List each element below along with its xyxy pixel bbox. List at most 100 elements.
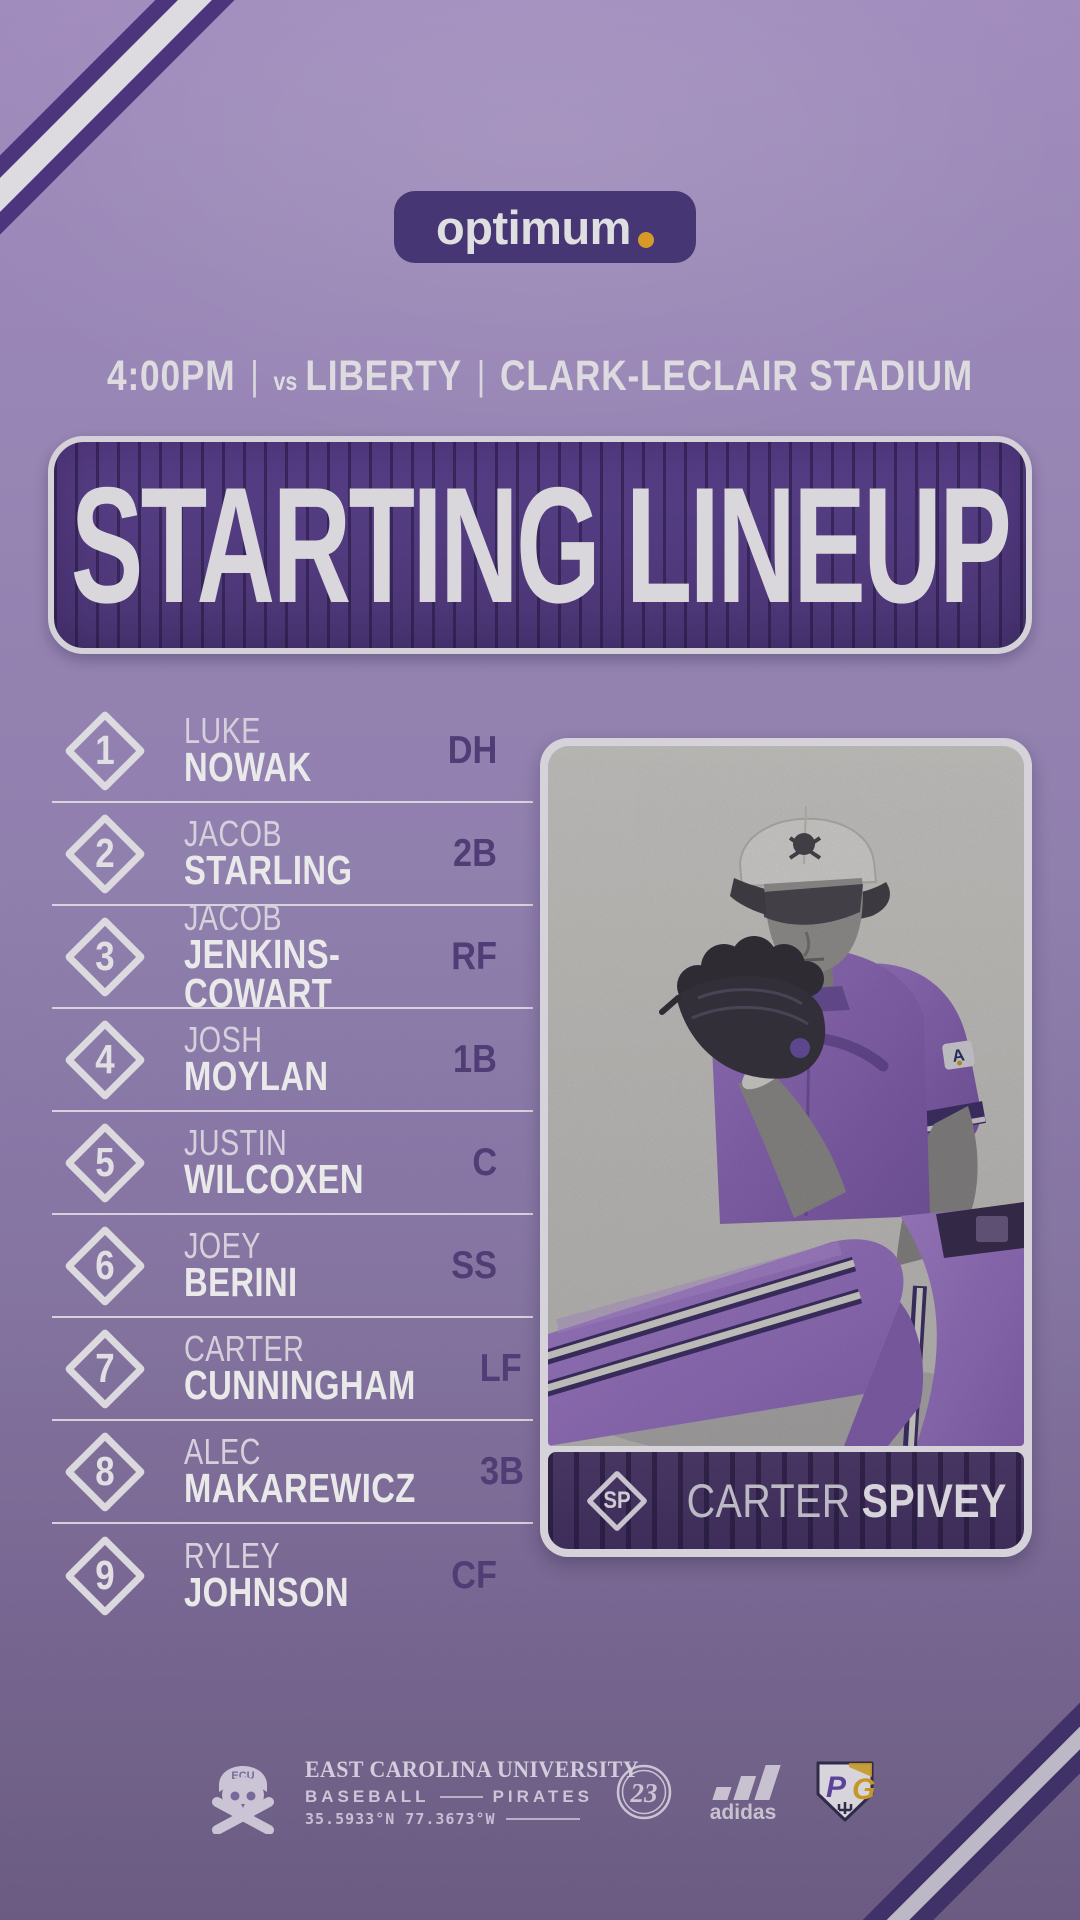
divider-line <box>505 1817 580 1820</box>
player-photo-illustration: A <box>548 746 1024 1446</box>
batting-order-number: 4 <box>95 1036 115 1082</box>
game-info: 4:00PM | vs LIBERTY | CLARK-LECLAIR STAD… <box>97 352 983 401</box>
batting-order-badge: 6 <box>63 1224 147 1307</box>
game-time: 4:00PM <box>107 352 236 400</box>
player-position: LF <box>479 1346 522 1390</box>
program-line: BASEBALL PIRATES <box>305 1787 593 1807</box>
batting-order-badge: 9 <box>63 1534 147 1617</box>
program-label: BASEBALL <box>305 1786 430 1806</box>
lineup-row: 9 RYLEY JOHNSON CF <box>52 1524 533 1627</box>
lineup-row: 7 CARTER CUNNINGHAM LF <box>52 1318 533 1421</box>
pitcher-role-label: SP <box>603 1486 631 1514</box>
vs-label: vs <box>273 366 298 396</box>
batting-order-badge: 1 <box>63 709 147 792</box>
player-name: ALEC MAKAREWICZ <box>184 1431 474 1511</box>
pitcher-last-name: SPIVEY <box>861 1474 1007 1527</box>
batting-order-badge: 4 <box>63 1018 147 1101</box>
player-position: C <box>472 1140 497 1184</box>
school-text-block: EAST CAROLINA UNIVERSITY BASEBALL PIRATE… <box>305 1756 639 1828</box>
title-banner: STARTING LINEUP <box>48 436 1032 654</box>
coordinates-line: 35.5933°N 77.3673°W <box>305 1810 593 1828</box>
lineup-row: 2 JACOB STARLING 2B <box>52 803 533 906</box>
player-name: LUKE NOWAK <box>184 710 344 788</box>
player-last-name: JENKINS-COWART <box>184 930 341 1016</box>
poster-title: STARTING LINEUP <box>70 452 1012 637</box>
batting-order-number: 3 <box>95 933 115 979</box>
player-position: RF <box>451 934 497 978</box>
player-last-name: CUNNINGHAM <box>184 1362 416 1408</box>
player-card: A <box>540 738 1032 1557</box>
pg-letter-p: P <box>826 1771 847 1804</box>
adidas-wordmark: adidas <box>710 1801 777 1823</box>
venue-name: CLARK-LECLAIR STADIUM <box>500 352 973 400</box>
player-name: JOSH MOYLAN <box>184 1019 365 1099</box>
lineup-row: 4 JOSH MOYLAN 1B <box>52 1009 533 1112</box>
divider-bar: | <box>476 354 486 398</box>
batting-order-badge: 8 <box>63 1430 147 1513</box>
player-position: 1B <box>453 1037 497 1081</box>
player-name: JACOB JENKINS-COWART <box>184 896 445 1016</box>
batting-order-number: 5 <box>95 1139 115 1185</box>
pitcher-banner: SP CARTER SPIVEY <box>548 1452 1024 1549</box>
lineup-list: 1 LUKE NOWAK DH 2 JACOB STARLING 2B 3 JACOB JENKIN… <box>52 700 533 1627</box>
player-name: JACOB STARLING <box>184 813 395 893</box>
player-name: JUSTIN WILCOXEN <box>184 1122 409 1202</box>
batting-order-number: 2 <box>95 830 115 876</box>
opponent-name: LIBERTY <box>305 352 462 400</box>
player-first-name: JOEY <box>184 1225 261 1266</box>
batting-order-badge: 2 <box>63 812 147 895</box>
player-first-name: CARTER <box>184 1328 305 1369</box>
perfect-game-logo: G P <box>816 1761 875 1822</box>
batting-order-badge: 7 <box>63 1327 147 1410</box>
player-last-name: MAKAREWICZ <box>184 1465 416 1511</box>
corner-stripes-top-left <box>0 0 340 335</box>
lineup-row: 1 LUKE NOWAK DH <box>52 700 533 803</box>
pitcher-first-name: CARTER <box>686 1474 851 1527</box>
batting-order-number: 6 <box>95 1242 115 1288</box>
batting-order-number: 7 <box>95 1345 115 1391</box>
divider-line <box>439 1795 483 1798</box>
player-first-name: LUKE <box>184 710 261 751</box>
player-position: CF <box>451 1553 497 1597</box>
player-first-name: JOSH <box>184 1019 263 1060</box>
lineup-row: 8 ALEC MAKAREWICZ 3B <box>52 1421 533 1524</box>
player-position: DH <box>447 728 497 772</box>
jersey-number: 23 <box>630 1778 658 1808</box>
ecu-pirate-logo: ECU <box>212 1766 274 1834</box>
stripe-dark <box>0 0 340 335</box>
batting-order-badge: 3 <box>63 915 147 998</box>
player-name: RYLEY JOHNSON <box>184 1535 390 1615</box>
stadium-coordinates: 35.5933°N 77.3673°W <box>305 1809 496 1828</box>
player-name: CARTER CUNNINGHAM <box>184 1328 474 1408</box>
pg-letter-g: G <box>852 1773 875 1806</box>
batting-order-badge: 5 <box>63 1121 147 1204</box>
optimum-wordmark: optimum <box>436 200 631 254</box>
pitcher-role-badge: SP <box>580 1464 654 1538</box>
batting-order-number: 8 <box>95 1448 115 1494</box>
divider-bar: | <box>250 354 259 398</box>
player-name: JOEY BERINI <box>184 1225 326 1305</box>
lineup-row: 6 JOEY BERINI SS <box>52 1215 533 1318</box>
player-last-name: BERINI <box>184 1259 298 1305</box>
player-last-name: MOYLAN <box>184 1053 329 1099</box>
player-first-name: JUSTIN <box>184 1122 288 1163</box>
optimum-logo: optimum <box>394 191 696 263</box>
player-first-name: RYLEY <box>184 1535 280 1576</box>
player-position: 2B <box>453 831 497 875</box>
player-photo: A <box>548 746 1024 1446</box>
lineup-row: 3 JACOB JENKINS-COWART RF <box>52 899 533 1013</box>
university-name: EAST CAROLINA UNIVERSITY <box>305 1756 639 1782</box>
player-first-name: JACOB <box>184 813 283 854</box>
lineup-row: 5 JUSTIN WILCOXEN C <box>52 1112 533 1215</box>
footer-logos: ECU EAST CAROLINA UNIVERSITY BASEBALL PI… <box>0 1746 1080 1838</box>
adidas-logo: adidas <box>710 1765 781 1823</box>
player-last-name: WILCOXEN <box>184 1156 364 1202</box>
player-last-name: STARLING <box>184 847 353 893</box>
player-first-name: JACOB <box>184 896 283 938</box>
player-first-name: ALEC <box>184 1431 261 1472</box>
player-position: 3B <box>479 1449 524 1493</box>
player-last-name: JOHNSON <box>184 1569 350 1615</box>
batting-order-number: 9 <box>95 1552 115 1598</box>
batting-order-number: 1 <box>95 727 115 773</box>
